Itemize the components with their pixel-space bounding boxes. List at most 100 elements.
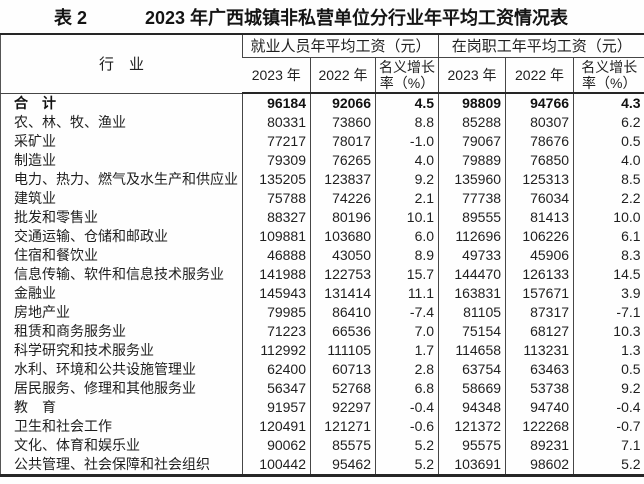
table-number-label: 表 2 [54, 7, 88, 28]
wage-table: 行 业 就业人员年平均工资（元） 在岗职工年平均工资（元） 2023 年 202… [0, 33, 644, 477]
value-cell: 89555 [438, 208, 506, 227]
industry-cell: 公共管理、社会保障和社会组织 [14, 456, 210, 472]
value-cell: -0.6 [374, 417, 439, 436]
table-row: 农、林、牧、渔业 80331 73860 8.8 85288 80307 6.2 [1, 113, 644, 132]
value-cell: -7.1 [573, 303, 644, 322]
table-row: 批发和零售业 88327 80196 10.1 89555 81413 10.0 [1, 208, 644, 227]
value-cell: 75154 [438, 322, 506, 341]
industry-cell: 农、林、牧、渔业 [14, 114, 126, 130]
value-cell: 122753 [310, 265, 376, 284]
table-row: 交通运输、仓储和邮政业 109881 103680 6.0 112696 106226 6.… [1, 227, 644, 246]
value-cell: 81413 [505, 208, 574, 227]
value-cell: 141988 [242, 265, 311, 284]
value-cell: 4.0 [573, 151, 644, 170]
industry-cell: 租赁和商务服务业 [14, 323, 126, 339]
value-cell: 43050 [310, 246, 376, 265]
value-cell: 122268 [505, 417, 574, 436]
industry-cell: 居民服务、修理和其他服务业 [14, 380, 196, 396]
value-cell: 92066 [310, 93, 376, 113]
value-cell: 10.3 [573, 322, 644, 341]
value-cell: 11.1 [374, 284, 439, 303]
value-cell: 15.7 [374, 265, 439, 284]
table-row: 教 育 91957 92297 -0.4 94348 94740 -0.4 [1, 398, 644, 417]
value-cell: 113231 [505, 341, 574, 360]
value-cell: 77217 [242, 132, 311, 151]
table-row: 科学研究和技术服务业 112992 111105 1.7 114658 113231 1.3 [1, 341, 644, 360]
value-cell: 49733 [438, 246, 506, 265]
value-cell: 73860 [310, 113, 376, 132]
value-cell: 144470 [438, 265, 506, 284]
value-cell: 100442 [242, 455, 311, 476]
value-cell: 98809 [438, 93, 506, 113]
table-row: 制造业 79309 76265 4.0 79889 76850 4.0 [1, 151, 644, 170]
value-cell: 85288 [438, 113, 506, 132]
value-cell: 114658 [438, 341, 506, 360]
value-cell: 63463 [505, 360, 574, 379]
value-cell: 125313 [505, 170, 574, 189]
value-cell: 79067 [438, 132, 506, 151]
value-cell: 78676 [505, 132, 574, 151]
value-cell: 88327 [242, 208, 311, 227]
value-cell: 68127 [505, 322, 574, 341]
value-cell: 85575 [310, 436, 376, 455]
value-cell: 7.1 [573, 436, 644, 455]
column-header-2022-employed: 2022 年 [310, 57, 376, 94]
value-cell: 120491 [242, 417, 311, 436]
value-cell: -0.4 [374, 398, 439, 417]
value-cell: 5.2 [374, 436, 439, 455]
title-row: 表 2 2023 年广西城镇非私营单位分行业年平均工资情况表 [0, 0, 644, 33]
value-cell: 8.3 [573, 246, 644, 265]
value-cell: 62400 [242, 360, 311, 379]
column-header-2023-staff: 2023 年 [438, 57, 506, 94]
column-group-employed-persons: 就业人员年平均工资（元） [241, 34, 439, 58]
value-cell: 8.8 [374, 113, 439, 132]
industry-cell: 金融业 [14, 285, 56, 301]
value-cell: 4.5 [374, 93, 439, 113]
value-cell: -1.0 [374, 132, 439, 151]
value-cell: -7.4 [374, 303, 439, 322]
industry-cell: 教 育 [14, 399, 56, 415]
industry-cell: 制造业 [14, 152, 56, 168]
industry-cell: 房地产业 [14, 304, 70, 320]
value-cell: 89231 [505, 436, 574, 455]
value-cell: 52768 [310, 379, 376, 398]
value-cell: 0.5 [573, 132, 644, 151]
industry-cell: 批发和零售业 [14, 209, 98, 225]
value-cell: 111105 [310, 341, 376, 360]
value-cell: 5.2 [374, 455, 439, 476]
table-row: 公共管理、社会保障和社会组织 100442 95462 5.2 103691 98602 5… [1, 455, 644, 476]
value-cell: 9.2 [573, 379, 644, 398]
value-cell: 80307 [505, 113, 574, 132]
value-cell: 96184 [242, 93, 311, 113]
value-cell: 63754 [438, 360, 506, 379]
value-cell: 86410 [310, 303, 376, 322]
industry-cell: 卫生和社会工作 [14, 418, 112, 434]
value-cell: 121271 [310, 417, 376, 436]
value-cell: -0.4 [573, 398, 644, 417]
value-cell: 53738 [505, 379, 574, 398]
page-title: 2023 年广西城镇非私营单位分行业年平均工资情况表 [144, 7, 569, 28]
industry-cell: 住宿和餐饮业 [14, 247, 98, 263]
value-cell: 95575 [438, 436, 506, 455]
value-cell: 6.8 [374, 379, 439, 398]
value-cell: 8.9 [374, 246, 439, 265]
header-sub-row: 2023 年 2022 年 名义增长率（%） 2023 年 2022 年 名义增… [1, 57, 644, 94]
industry-cell: 交通运输、仓储和邮政业 [14, 228, 168, 244]
value-cell: 126133 [505, 265, 574, 284]
value-cell: 76034 [505, 189, 574, 208]
column-group-on-duty-staff: 在岗职工年平均工资（元） [438, 34, 644, 58]
value-cell: 60713 [310, 360, 376, 379]
column-header-growth-employed: 名义增长率（%） [374, 57, 439, 94]
industry-cell: 信息传输、软件和信息技术服务业 [14, 266, 224, 282]
value-cell: 58669 [438, 379, 506, 398]
table-row: 租赁和商务服务业 71223 66536 7.0 75154 68127 10.3 [1, 322, 644, 341]
value-cell: 94766 [505, 93, 574, 113]
value-cell: 95462 [310, 455, 376, 476]
value-cell: 103691 [438, 455, 506, 476]
value-cell: 0.5 [573, 360, 644, 379]
table-row: 电力、热力、燃气及水生产和供应业 135205 123837 9.2 135960 125… [1, 170, 644, 189]
value-cell: 76850 [505, 151, 574, 170]
value-cell: 7.0 [374, 322, 439, 341]
table-row: 建筑业 75788 74226 2.1 77738 76034 2.2 [1, 189, 644, 208]
